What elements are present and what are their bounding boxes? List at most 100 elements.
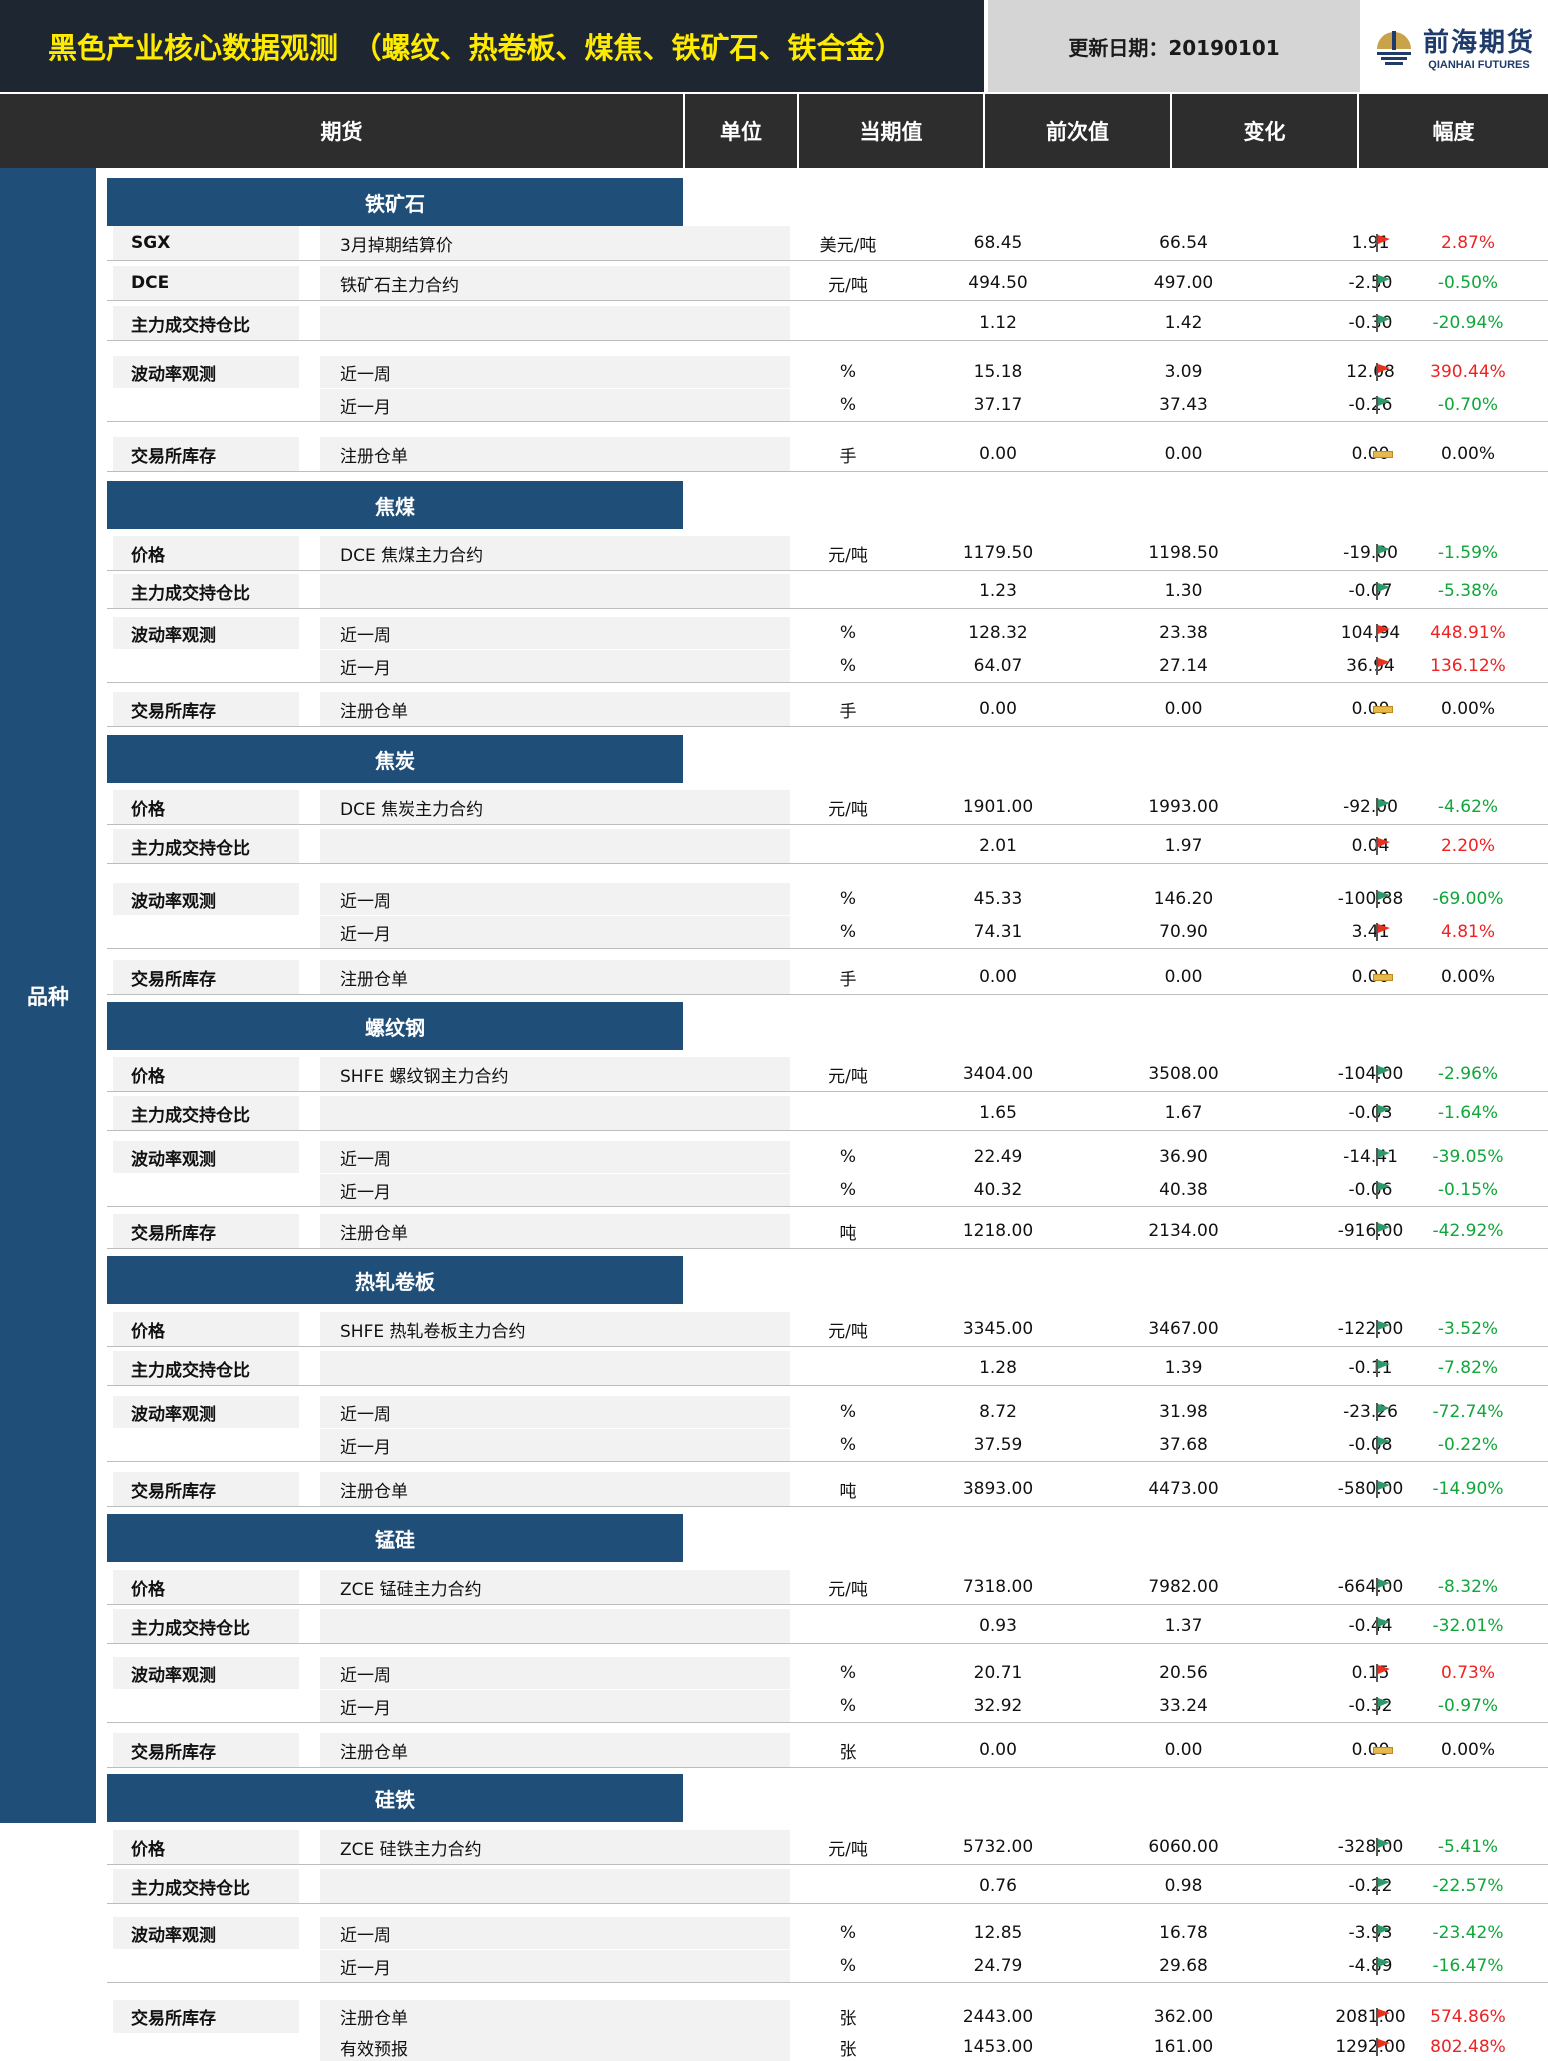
red-flag-icon [1363, 226, 1403, 260]
previous-value-cell: 146.20 [1153, 889, 1214, 909]
green-flag-icon [1363, 389, 1403, 421]
current-value-cell: 1179.50 [962, 543, 1034, 563]
change-cell: 2081.00 [1335, 2006, 1406, 2027]
unit-cell: 元/吨 [828, 1839, 868, 1860]
unit-cell: 元/吨 [828, 1066, 868, 1087]
row-label [113, 650, 299, 682]
red-flag-icon [1363, 356, 1403, 388]
current-value-cell: 5732.00 [962, 1837, 1034, 1857]
row-description [317, 1609, 790, 1643]
row-label: 主力成交持仓比 [113, 1609, 299, 1643]
flat-dash-icon [1363, 437, 1403, 471]
amplitude-cell: 0.00% [1440, 699, 1495, 719]
unit-cell: 元/吨 [828, 275, 868, 296]
amplitude-cell: -20.94% [1432, 313, 1504, 333]
previous-value-cell: 23.38 [1159, 623, 1208, 643]
unit-cell [790, 1609, 906, 1643]
green-flag-icon [1363, 1396, 1403, 1428]
row-description: SHFE 螺纹钢主力合约 [317, 1057, 790, 1091]
change-cell: 0.00 [1351, 699, 1390, 719]
row-description [317, 1096, 790, 1130]
table-row: 价格 DCE 焦炭主力合约 元/吨 1901.00 1993.00 -92.00 -4.62… [107, 790, 1548, 825]
current-value-cell: 7318.00 [962, 1577, 1034, 1597]
previous-value-cell: 0.98 [1164, 1876, 1203, 1896]
amplitude-cell: -39.05% [1432, 1147, 1504, 1167]
row-label: 主力成交持仓比 [113, 1096, 299, 1130]
unit-cell [790, 574, 906, 608]
current-value-cell: 0.00 [979, 1740, 1017, 1760]
table-row: 交易所库存 注册仓单 手 0.00 0.00 0.00 0.00% [107, 437, 1548, 472]
row-label: 交易所库存 [113, 1214, 299, 1248]
previous-value-cell: 1.42 [1164, 313, 1203, 333]
unit-cell: 元/吨 [828, 545, 868, 566]
row-description: 近一月 [317, 389, 790, 421]
table-row: DCE 铁矿石主力合约 元/吨 494.50 497.00 -2.50 -0.50% [107, 266, 1548, 301]
unit-cell: 张 [839, 2039, 857, 2060]
current-value-cell: 3404.00 [962, 1064, 1034, 1084]
row-label: SGX [113, 226, 299, 260]
previous-value-cell: 20.56 [1159, 1663, 1208, 1683]
current-value-cell: 22.49 [973, 1147, 1023, 1167]
section-header: 焦煤 [107, 481, 683, 529]
row-label: 交易所库存 [113, 2000, 299, 2033]
unit-cell: 元/吨 [828, 1321, 868, 1342]
green-flag-icon [1363, 574, 1403, 608]
amplitude-cell: -72.74% [1432, 1402, 1504, 1422]
table-row: 近一月% 74.31 70.90 3.41 4.81% [107, 916, 1548, 949]
section-header: 螺纹钢 [107, 1002, 683, 1050]
row-description: 近一月 [317, 1174, 790, 1206]
amplitude-cell: 0.73% [1440, 1663, 1495, 1683]
amplitude-cell: -23.42% [1432, 1923, 1504, 1943]
row-description: 近一月 [317, 1429, 790, 1461]
row-description: 近一周 [317, 883, 790, 915]
amplitude-cell: 0.00% [1440, 967, 1495, 987]
row-description: DCE 焦炭主力合约 [317, 790, 790, 824]
previous-value-cell: 1.30 [1164, 581, 1203, 601]
logo-en-text: QIANHAI FUTURES [1428, 58, 1530, 71]
green-flag-icon [1363, 1057, 1403, 1091]
column-header-current: 当期值 [799, 92, 985, 168]
green-flag-icon [1363, 1351, 1403, 1385]
row-label: 波动率观测 [113, 883, 299, 915]
table-row: 交易所库存 注册仓单 手 0.00 0.00 0.00 0.00% [107, 960, 1548, 995]
row-description: 近一周 [317, 1141, 790, 1173]
row-label: 波动率观测 [113, 1141, 299, 1173]
previous-value-cell: 27.14 [1159, 656, 1208, 676]
row-label: 价格 [113, 1570, 299, 1604]
current-value-cell: 0.93 [979, 1616, 1017, 1636]
section-header: 焦炭 [107, 735, 683, 783]
table-row: 波动率观测 近一周% 128.32 23.38 104.94 448.91% [107, 617, 1548, 649]
row-description: 注册仓单 [317, 1733, 790, 1767]
table-row: 价格 SHFE 螺纹钢主力合约 元/吨 3404.00 3508.00 -104.00 -2… [107, 1057, 1548, 1092]
table-row: 波动率观测 近一周% 22.49 36.90 -14.41 -39.05% [107, 1141, 1548, 1173]
unit-cell: 手 [839, 701, 857, 722]
amplitude-cell: 0.00% [1440, 1740, 1495, 1760]
row-label [113, 1950, 299, 1982]
red-flag-icon [1363, 2033, 1403, 2061]
row-description: DCE 焦煤主力合约 [317, 536, 790, 570]
unit-cell [790, 1096, 906, 1130]
unit-cell: % [839, 623, 857, 643]
company-logo: 前海期货 QIANHAI FUTURES [1360, 0, 1548, 92]
section-header: 铁矿石 [107, 178, 683, 226]
unit-cell: 手 [839, 446, 857, 467]
flat-dash-icon [1363, 960, 1403, 994]
previous-value-cell: 1.67 [1164, 1103, 1203, 1123]
current-value-cell: 494.50 [968, 273, 1028, 293]
green-flag-icon [1363, 1690, 1403, 1722]
row-label: 波动率观测 [113, 1917, 299, 1949]
amplitude-cell: 2.20% [1440, 836, 1495, 856]
amplitude-cell: -2.96% [1437, 1064, 1499, 1084]
previous-value-cell: 1.39 [1164, 1358, 1203, 1378]
amplitude-cell: -8.32% [1437, 1577, 1499, 1597]
amplitude-cell: 136.12% [1430, 656, 1506, 676]
row-label: 波动率观测 [113, 1657, 299, 1689]
amplitude-cell: -0.50% [1437, 273, 1499, 293]
previous-value-cell: 37.43 [1159, 395, 1208, 415]
table-row: 价格 DCE 焦煤主力合约 元/吨 1179.50 1198.50 -19.00 -1.59… [107, 536, 1548, 571]
row-label [113, 389, 299, 421]
unit-cell: % [839, 1663, 857, 1683]
flat-dash-icon [1363, 692, 1403, 726]
row-description [317, 1869, 790, 1903]
table-row: 近一月% 40.32 40.38 -0.06 -0.15% [107, 1174, 1548, 1207]
